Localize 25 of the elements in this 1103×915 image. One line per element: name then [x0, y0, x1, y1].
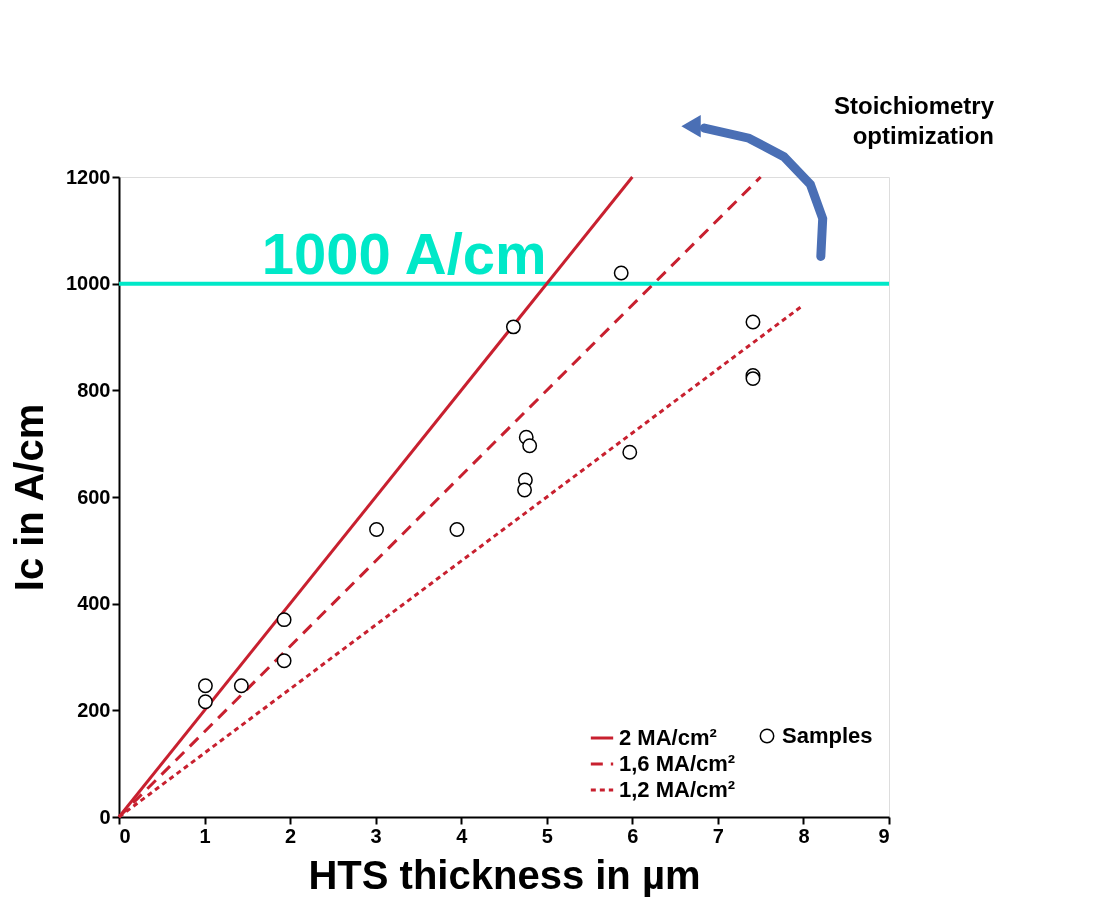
x-tick-label: 9	[878, 824, 890, 847]
x-tick-label: 4	[456, 824, 469, 847]
legend-label: 1,6 MA/cm²	[619, 751, 736, 776]
x-tick-label: 6	[627, 824, 639, 847]
y-tick-label: 0	[99, 805, 111, 828]
x-tick-label: 7	[712, 824, 724, 847]
x-tick-label: 1	[199, 824, 211, 847]
x-tick-label: 8	[798, 824, 810, 847]
x-tick-label: 3	[370, 824, 382, 847]
x-axis-title: HTS thickness in µm	[308, 852, 701, 897]
y-tick-label: 600	[77, 485, 111, 508]
y-tick-label: 1200	[66, 165, 111, 188]
y-axis-title: Ic in A/cm	[7, 403, 52, 592]
y-tick-label: 400	[77, 592, 111, 615]
x-tick-label: 0	[119, 824, 131, 847]
y-tick-label: 200	[77, 698, 111, 721]
y-tick-label: 1000	[66, 272, 111, 295]
y-tick-label: 800	[77, 378, 111, 401]
ref-line-label: 1000 A/cm	[261, 220, 547, 286]
legend-label: 2 MA/cm²	[619, 725, 717, 750]
x-tick-label: 5	[541, 824, 553, 847]
x-tick-label: 2	[285, 824, 297, 847]
legend-label: Samples	[782, 723, 873, 748]
legend-label: 1,2 MA/cm²	[619, 777, 736, 802]
text: Stoichiometry optimization	[833, 92, 995, 149]
